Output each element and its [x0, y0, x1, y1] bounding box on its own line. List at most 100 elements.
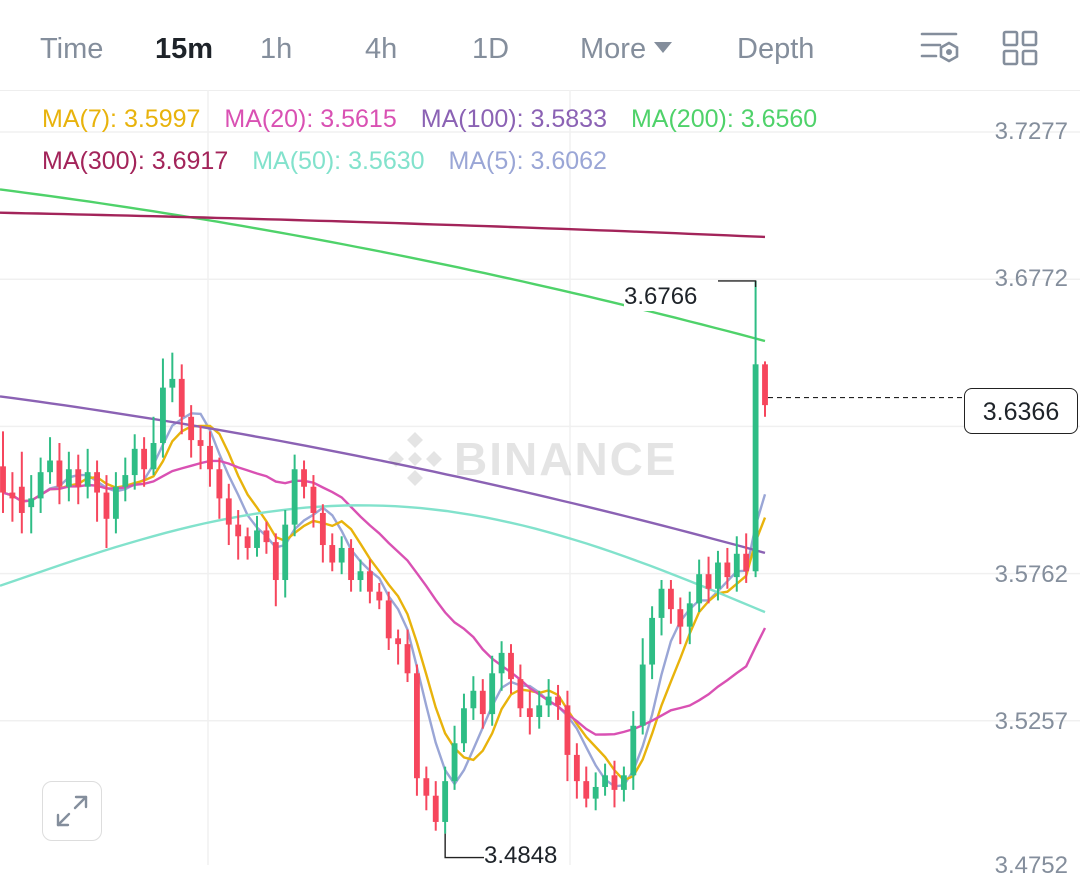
- high-leader-line: [718, 280, 757, 287]
- candle-body: [498, 652, 505, 674]
- candle-body: [216, 469, 223, 499]
- candle-body: [658, 588, 665, 618]
- price-axis-tick: 3.4752: [994, 852, 1068, 879]
- watermark-text: BINANCE: [454, 433, 678, 485]
- interval-toolbar: Time 15m 1h 4h 1D More Depth: [0, 0, 1080, 91]
- candle-body: [366, 571, 373, 592]
- candle-body: [376, 591, 383, 601]
- candle-body: [112, 486, 119, 519]
- candle-body: [338, 547, 345, 563]
- price-axis-tick: 3.5257: [994, 708, 1068, 735]
- ma-line: [2, 424, 767, 782]
- candle-body: [47, 460, 53, 473]
- high-price-label: 3.6766: [624, 283, 698, 311]
- tab-4h[interactable]: 4h: [365, 33, 398, 65]
- ma-legend-item: MA(100): 3.5833: [420, 105, 607, 133]
- tab-more-label: More: [580, 33, 647, 65]
- ma-legend-item: MA(50): 3.5630: [252, 147, 425, 175]
- candle-body: [329, 545, 336, 563]
- candle-body: [103, 492, 110, 519]
- candle-body: [743, 553, 750, 572]
- candle-body: [602, 775, 608, 787]
- ma-legend-item: MA(5): 3.6062: [448, 147, 607, 175]
- candle-body: [0, 466, 6, 493]
- candle-body: [414, 673, 420, 779]
- ma-legend-item: MA(300): 3.6917: [42, 147, 229, 175]
- candle-body: [301, 469, 307, 487]
- candle-body: [724, 562, 731, 578]
- candle-body: [470, 690, 477, 709]
- candle-body: [762, 364, 768, 406]
- candle-body: [282, 524, 289, 581]
- candle-body: [131, 448, 138, 476]
- candle-body: [668, 588, 674, 610]
- candle-body: [385, 600, 392, 639]
- candle-body: [611, 775, 618, 790]
- candle-body: [677, 609, 684, 627]
- candle-body: [620, 775, 627, 790]
- candle-body: [432, 795, 439, 822]
- candle-body: [160, 387, 166, 444]
- candle-body: [75, 469, 82, 487]
- candle-body: [517, 679, 524, 709]
- indicator-settings-icon[interactable]: [920, 28, 960, 71]
- candle-body: [310, 486, 317, 513]
- ma-legend-item: MA(7): 3.5997: [42, 105, 201, 133]
- candle-body: [291, 469, 298, 525]
- tab-15m[interactable]: 15m: [155, 33, 214, 65]
- caret-down-icon: [654, 41, 673, 53]
- candle-body: [319, 512, 326, 546]
- candle-body: [451, 743, 458, 782]
- candle-body: [37, 472, 44, 499]
- candle-body: [357, 571, 364, 581]
- candle-body: [404, 644, 411, 674]
- candle-body: [94, 472, 100, 493]
- candle-body: [583, 781, 590, 799]
- candle-body: [9, 492, 16, 499]
- candle-body: [733, 553, 740, 578]
- candle-body: [56, 460, 63, 487]
- candle-body: [564, 705, 571, 755]
- candle-body: [508, 652, 514, 680]
- candle-body: [207, 445, 213, 470]
- candle-body: [141, 448, 148, 470]
- candle-body: [555, 696, 561, 706]
- candle-body: [188, 416, 195, 441]
- candle-body: [150, 443, 157, 470]
- candle-body: [639, 664, 646, 726]
- price-axis-tick: 3.5762: [994, 561, 1068, 588]
- tab-time[interactable]: Time: [40, 33, 104, 65]
- candle-body: [348, 547, 354, 581]
- candle-body: [254, 530, 260, 548]
- candle-body: [225, 498, 232, 525]
- candle-body: [197, 440, 204, 446]
- ma-line: [0, 188, 766, 343]
- tab-more[interactable]: More: [580, 30, 673, 68]
- candle-body: [592, 786, 599, 799]
- layout-grid-icon[interactable]: [1002, 30, 1038, 71]
- ma-line: [0, 395, 766, 555]
- candle-body: [84, 472, 91, 487]
- ma-line: [0, 211, 766, 239]
- binance-watermark: BINANCE: [384, 428, 678, 490]
- tab-1d[interactable]: 1D: [472, 33, 510, 65]
- ma-line: [0, 504, 766, 614]
- candle-body: [686, 603, 693, 627]
- candle-body: [649, 617, 656, 665]
- candlestick-chart[interactable]: [0, 90, 1080, 865]
- candle-body: [244, 536, 251, 548]
- fullscreen-button[interactable]: [42, 781, 102, 841]
- candle-body: [752, 364, 759, 572]
- candle-body: [272, 542, 279, 581]
- price-axis-tick: 3.6772: [994, 265, 1068, 292]
- candle-body: [263, 530, 270, 543]
- tab-depth[interactable]: Depth: [737, 33, 815, 65]
- candle-body: [479, 690, 486, 715]
- candle-body: [696, 574, 703, 604]
- candle-body: [18, 486, 25, 513]
- expand-icon: [56, 795, 88, 827]
- ma-line: [2, 459, 767, 736]
- tab-1h[interactable]: 1h: [260, 33, 293, 65]
- candle-body: [235, 524, 242, 537]
- candle-body: [423, 778, 430, 796]
